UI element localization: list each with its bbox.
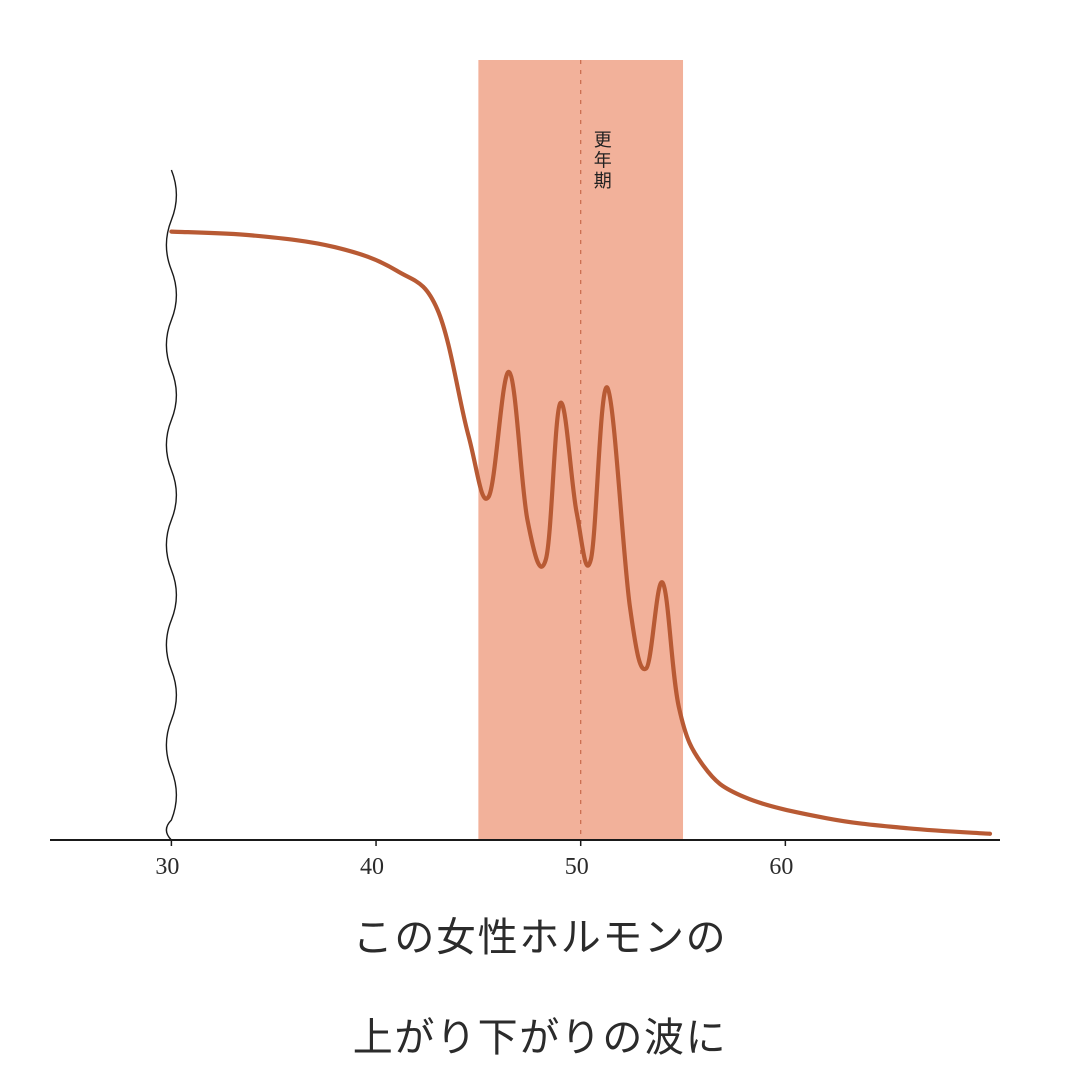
chart-container: { "canvas": { "width": 1080, "height": 1… [0,0,1080,1080]
x-tick-label: 60 [769,854,793,881]
x-tick-label: 50 [565,854,589,881]
x-tick-label: 30 [155,854,179,881]
menopause-band-label: 更年期 [589,130,615,192]
caption-line-1: この女性ホルモンの [0,905,1080,963]
caption-line-2: 上がり下がりの波に [0,1005,1080,1063]
x-tick-label: 40 [360,854,384,881]
hormone-line-chart [0,0,1080,900]
